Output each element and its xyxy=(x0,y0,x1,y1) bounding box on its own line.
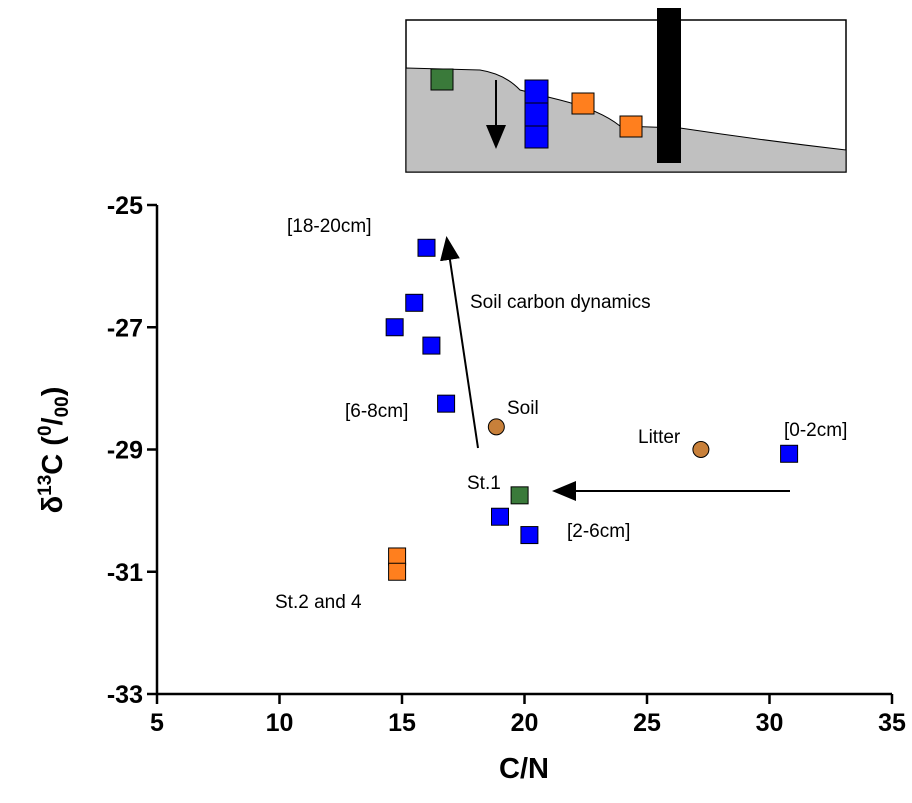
point xyxy=(388,547,407,566)
point xyxy=(487,418,505,436)
point xyxy=(417,238,436,257)
y-tick-label: -25 xyxy=(107,192,143,220)
annotation: St.1 xyxy=(467,473,501,494)
annotation: [2-6cm] xyxy=(567,521,630,542)
point xyxy=(385,318,404,337)
y-tick-label: -33 xyxy=(107,681,143,709)
point xyxy=(437,394,456,413)
x-tick-label: 35 xyxy=(878,709,906,737)
y-label-part: 13 xyxy=(35,475,56,496)
y-label-part: C ( xyxy=(37,436,69,475)
point xyxy=(388,562,407,581)
annotation: Soil xyxy=(507,398,539,419)
point xyxy=(405,293,424,312)
y-tick-label: -31 xyxy=(107,559,143,587)
arrows xyxy=(440,236,790,501)
y-tick-label: -27 xyxy=(107,314,143,342)
point xyxy=(780,444,799,463)
x-tick-label: 10 xyxy=(266,709,294,737)
x-tick-label: 30 xyxy=(756,709,784,737)
y-label-part: ) xyxy=(37,387,69,397)
annotation: [18-20cm] xyxy=(287,216,371,237)
x-axis-label: C/N xyxy=(499,753,549,785)
x-tick-label: 25 xyxy=(633,709,661,737)
y-axis-label: δ13C (0/00) xyxy=(35,387,73,514)
point xyxy=(510,486,529,505)
annotation: Soil carbon dynamics xyxy=(470,292,651,313)
x-tick-label: 15 xyxy=(388,709,416,737)
point xyxy=(520,526,539,545)
y-label-part: / xyxy=(37,417,69,425)
inset-diagram xyxy=(405,8,847,173)
annotation: Litter xyxy=(638,427,681,448)
point xyxy=(491,507,509,526)
annotation: [0-2cm] xyxy=(784,420,847,441)
point xyxy=(692,441,710,458)
annotation: [6-8cm] xyxy=(345,401,408,422)
y-label-part: 0 xyxy=(35,425,56,436)
y-tick-label: -29 xyxy=(107,437,143,465)
y-label-part: 00 xyxy=(52,396,73,417)
annotation: St.2 and 4 xyxy=(275,592,362,613)
x-tick-label: 20 xyxy=(511,709,539,737)
x-tick-label: 5 xyxy=(150,709,164,737)
y-label-part: δ xyxy=(37,496,69,514)
point xyxy=(422,336,441,355)
